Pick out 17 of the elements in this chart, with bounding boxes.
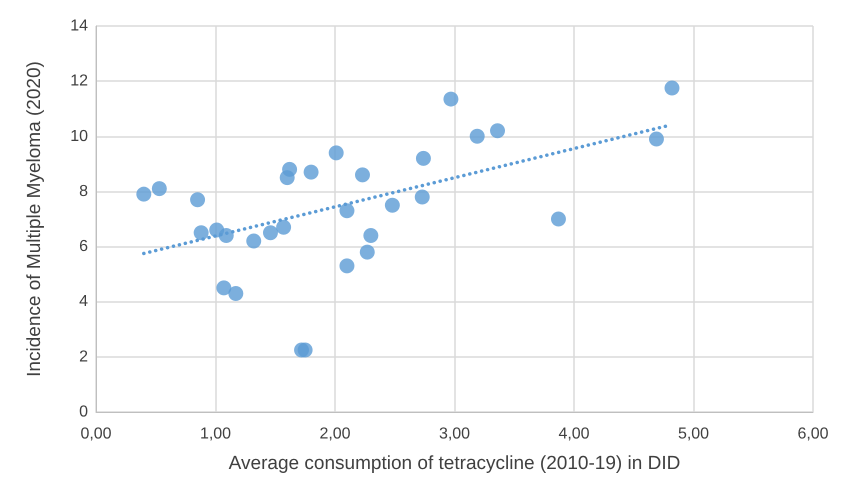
x-tick-label: 5,00 [678,426,710,442]
y-axis-title: Incidence of Multiple Myeloma (2020) [24,61,45,377]
y-tick-label: 4 [79,293,88,310]
y-tick-label: 14 [70,18,88,34]
x-tick-label: 6,00 [797,426,829,442]
y-tick-label: 12 [70,72,88,90]
y-tick-label: 8 [79,182,88,200]
y-tick-label: 10 [70,128,88,145]
x-axis-title: Average consumption of tetracycline (2010-19) in DID [228,453,680,474]
y-tick-label: 0 [79,404,88,420]
x-tick-label: 0,00 [80,426,112,442]
x-tick-label: 2,00 [319,426,351,442]
x-tick-label: 4,00 [558,426,590,442]
x-tick-label: 1,00 [200,426,232,442]
x-tick-label: 3,00 [438,426,470,442]
y-tick-label: 6 [79,238,88,256]
y-tick-label: 2 [79,348,88,366]
